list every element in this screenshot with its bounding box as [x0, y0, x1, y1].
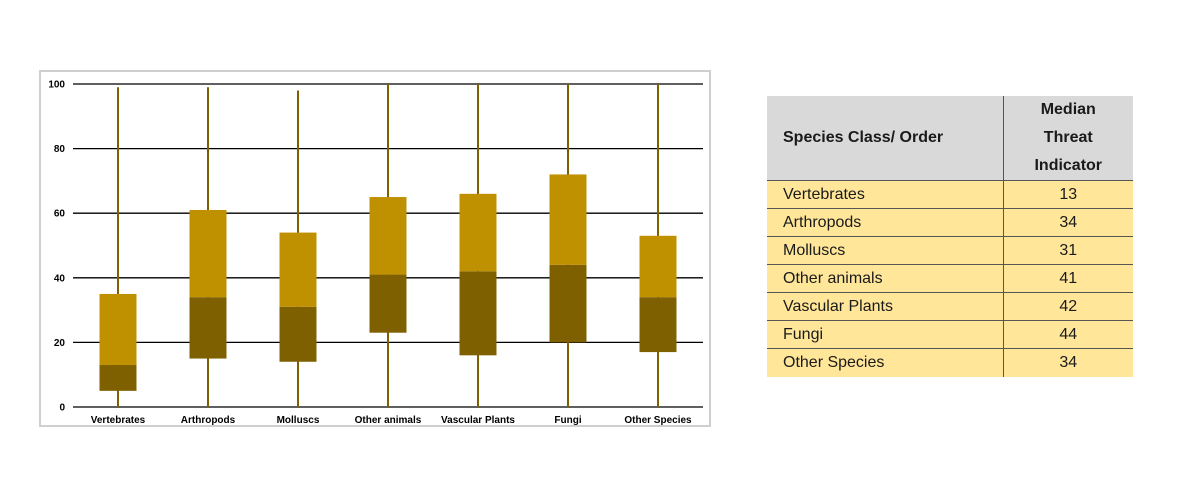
category-label: Molluscs — [277, 415, 320, 425]
lower-box — [279, 306, 317, 362]
median-value-cell: 34 — [1003, 348, 1133, 377]
y-tick-label: 20 — [54, 338, 66, 349]
y-tick-label: 0 — [59, 403, 65, 414]
table-row: Vertebrates 13 — [767, 180, 1133, 209]
lower-box — [549, 264, 587, 343]
lower-box — [369, 274, 407, 333]
species-name-cell: Vertebrates — [767, 180, 1004, 209]
median-value-cell: 41 — [1003, 264, 1133, 293]
category-label: Other Species — [624, 415, 692, 425]
category-label: Vascular Plants — [441, 415, 515, 425]
median-value-cell: 13 — [1003, 180, 1133, 209]
table-row: Other Species 34 — [767, 348, 1133, 377]
header-threat-line: Threat — [1043, 129, 1093, 146]
median-value-cell: 42 — [1003, 292, 1133, 321]
species-name-cell: Fungi — [767, 320, 1004, 349]
upper-box — [369, 197, 407, 275]
y-tick-label: 100 — [48, 80, 65, 91]
species-name-cell: Other Species — [767, 348, 1004, 377]
table-row: Molluscs 31 — [767, 236, 1133, 265]
upper-box — [279, 232, 317, 307]
category-label: Other animals — [355, 415, 422, 425]
species-name-cell: Vascular Plants — [767, 292, 1004, 321]
median-value-cell: 34 — [1003, 208, 1133, 237]
species-name-cell: Arthropods — [767, 208, 1004, 237]
lower-box — [459, 271, 497, 356]
lower-box — [99, 365, 137, 391]
category-label: Arthropods — [181, 415, 236, 425]
upper-box — [99, 293, 137, 366]
header-species-class: Species Class/ Order — [767, 96, 1004, 181]
median-value-cell: 31 — [1003, 236, 1133, 265]
header-median-line: Median — [1040, 101, 1096, 118]
upper-box — [189, 209, 227, 298]
y-tick-label: 80 — [54, 144, 66, 155]
chart-svg: 0 20 40 60 80 100 Vertebrates Arthropods Mollusc… — [48, 80, 703, 425]
upper-box — [459, 193, 497, 272]
median-value-cell: 44 — [1003, 320, 1133, 349]
lower-box — [189, 297, 227, 359]
table-header-row: Species Class/ Order Median Threat Indic… — [767, 96, 1133, 181]
table-row: Fungi 44 — [767, 320, 1133, 349]
species-name-cell: Molluscs — [767, 236, 1004, 265]
table-row: Vascular Plants 42 — [767, 292, 1133, 321]
header-indicator-line: Indicator — [1034, 157, 1103, 174]
upper-box — [639, 235, 677, 298]
table-row: Other animals 41 — [767, 264, 1133, 293]
threat-indicator-table: Species Class/ Order Median Threat Indic… — [767, 96, 1133, 377]
y-tick-label: 60 — [54, 209, 66, 220]
category-label: Fungi — [554, 415, 581, 425]
box-plot-chart: 0 20 40 60 80 100 Vertebrates Arthropods Mollusc… — [39, 70, 711, 427]
species-name-cell: Other animals — [767, 264, 1004, 293]
upper-box — [549, 174, 587, 265]
table-row: Arthropods 34 — [767, 208, 1133, 237]
category-label: Vertebrates — [91, 415, 146, 425]
header-median-threat: Median Threat Indicator — [1003, 96, 1133, 181]
table-body: Vertebrates 13 Arthropods 34 Molluscs 31 Other… — [767, 180, 1133, 377]
y-tick-label: 40 — [54, 273, 66, 284]
lower-box — [639, 297, 677, 353]
